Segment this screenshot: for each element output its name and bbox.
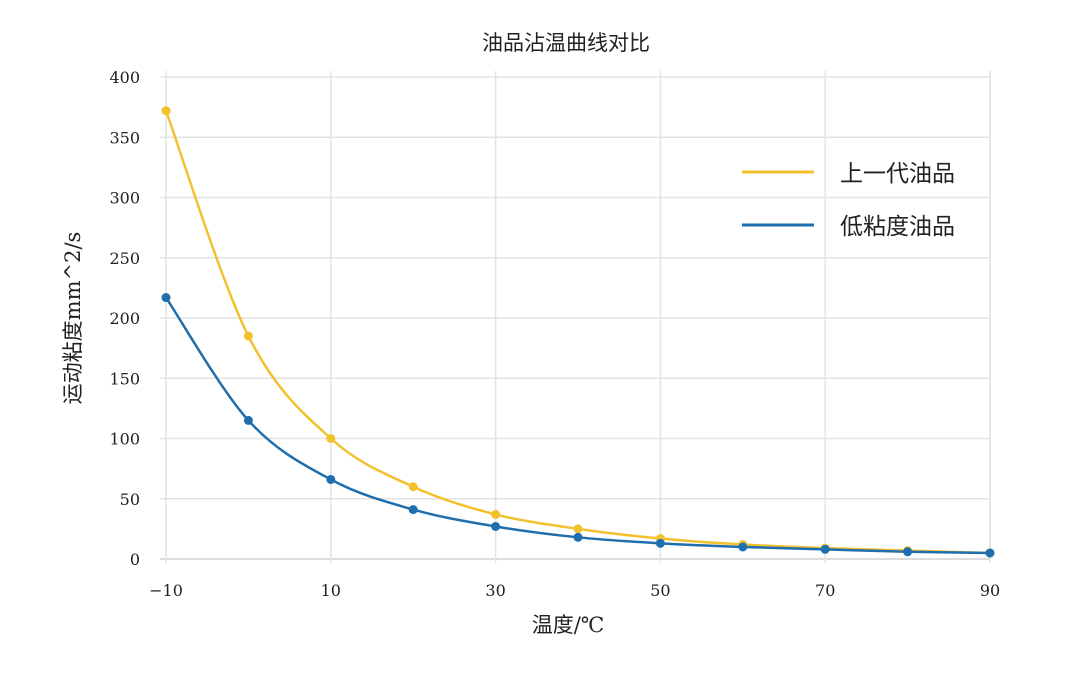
x-tick-label: 30 — [485, 581, 505, 600]
y-axis-label: 运动粘度mm^2/s — [61, 232, 85, 405]
data-point — [161, 106, 171, 116]
legend-label: 低粘度油品 — [840, 214, 955, 240]
x-tick-label: 50 — [650, 581, 670, 600]
y-tick-label: 250 — [109, 249, 140, 268]
data-point — [491, 521, 501, 531]
y-tick-label: 400 — [109, 68, 140, 87]
data-point — [820, 544, 830, 554]
x-axis-label: 温度/℃ — [532, 613, 605, 637]
y-tick-label: 50 — [120, 490, 140, 509]
data-point — [491, 509, 501, 519]
series-group — [161, 106, 995, 558]
data-point — [243, 415, 253, 425]
data-point — [408, 505, 418, 515]
y-tick-label: 200 — [109, 309, 140, 328]
data-point — [655, 538, 665, 548]
data-point — [738, 542, 748, 552]
series-line-1 — [164, 296, 991, 555]
x-tick-labels: −10 10 30 50 70 90 — [149, 581, 1000, 600]
y-tick-labels: 0 50 100 150 200 250 300 350 400 — [109, 68, 140, 569]
chart-title: 油品沾温曲线对比 — [482, 31, 650, 55]
grid — [160, 71, 991, 563]
y-tick-label: 100 — [109, 430, 140, 449]
data-point — [903, 547, 913, 557]
data-point — [985, 548, 995, 558]
y-tick-label: 0 — [130, 550, 140, 569]
data-point — [573, 532, 583, 542]
data-point — [573, 524, 583, 534]
x-tick-label: 90 — [980, 581, 1000, 600]
y-tick-label: 300 — [109, 189, 140, 208]
legend-label: 上一代油品 — [840, 161, 955, 187]
y-tick-label: 150 — [109, 369, 140, 388]
x-tick-label: 70 — [815, 581, 835, 600]
data-point — [326, 474, 336, 484]
data-point — [326, 434, 336, 443]
data-point — [243, 331, 253, 341]
x-tick-label: 10 — [321, 581, 341, 600]
x-tick-label: −10 — [149, 581, 183, 600]
data-point — [408, 482, 418, 492]
y-tick-label: 350 — [109, 128, 140, 147]
data-point — [161, 293, 171, 303]
